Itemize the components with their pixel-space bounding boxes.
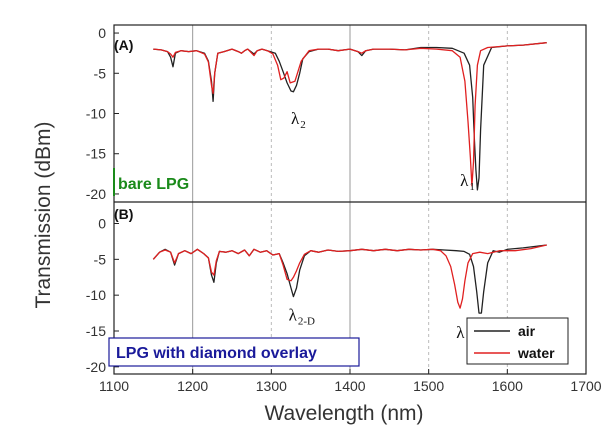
annotation-a-0: λ2 xyxy=(291,109,306,131)
x-tick-label-1200: 1200 xyxy=(177,378,208,394)
y-tick-label-b--10: -10 xyxy=(86,287,106,303)
caption-a: bare LPG xyxy=(118,176,189,193)
y-tick-label-a--10: -10 xyxy=(86,106,106,122)
caption-a-marker xyxy=(113,168,115,196)
legend-box xyxy=(466,317,569,365)
legend-label-air: air xyxy=(518,323,536,339)
x-axis-label: Wavelength (nm) xyxy=(264,402,423,425)
y-tick-label-b--15: -15 xyxy=(86,323,106,339)
caption-b: LPG with diamond overlay xyxy=(116,345,317,362)
y-tick-label-a-0: 0 xyxy=(98,25,106,41)
y-tick-label-b--5: -5 xyxy=(94,251,107,267)
legend: air water xyxy=(466,317,569,365)
x-tick-label-1600: 1600 xyxy=(492,378,523,394)
x-tick-label-1500: 1500 xyxy=(413,378,444,394)
y-tick-label-a--15: -15 xyxy=(86,146,106,162)
x-tick-label-1400: 1400 xyxy=(334,378,365,394)
y-axis-label: Transmission (dBm) xyxy=(32,121,55,308)
x-tick-label-1300: 1300 xyxy=(256,378,287,394)
x-tick-label-1100: 1100 xyxy=(99,378,129,394)
y-tick-label-b-0: 0 xyxy=(98,216,106,232)
y-tick-label-b--20: -20 xyxy=(86,359,106,375)
panel-b-label: (B) xyxy=(114,206,133,222)
series-line-a-water xyxy=(153,42,547,187)
x-axis: 1100 1200 1300 1400 1500 1600 1700 xyxy=(99,369,602,394)
x-tick-label-1700: 1700 xyxy=(570,378,601,394)
annotation-b-0: λ2-D xyxy=(289,305,315,327)
panel-a-label: (A) xyxy=(114,37,133,53)
caption-b-box xyxy=(108,337,360,367)
legend-label-water: water xyxy=(517,345,555,361)
y-tick-label-a--5: -5 xyxy=(94,65,107,81)
series-line-b-water xyxy=(152,244,547,309)
y-tick-label-a--20: -20 xyxy=(86,186,106,202)
